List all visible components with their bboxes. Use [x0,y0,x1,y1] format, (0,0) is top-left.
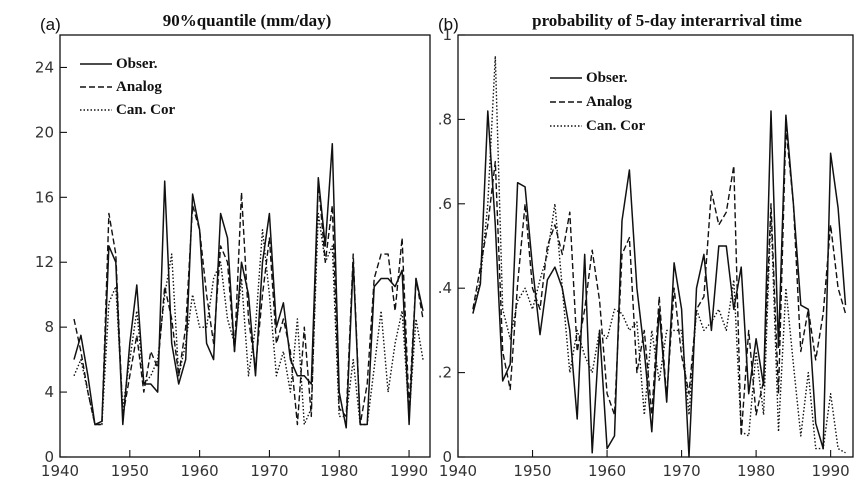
panel-b-ticks [457,34,832,458]
panel-b-x-tick-label: 1940 [439,462,477,480]
panel-b-x-tick-label: 1950 [513,462,551,480]
panel-a-y-tick-label: 16 [35,188,54,206]
panel-a: (a) 90%quantile (mm/day) 1940 1950 1960 197… [35,11,431,480]
panel-b-x-tick-label: 1960 [588,462,626,480]
panel-a-frame [59,34,431,458]
panel-a-legend-label: Obser. [116,56,158,72]
panel-b-series-can-cor-line [472,55,846,454]
panel-b-legend-label: Analog [586,94,632,110]
panel-a-x-tick-label: 1960 [181,462,219,480]
panel-a-series [73,142,424,429]
panel-b-label: (b) [438,15,459,34]
panel-b-y-tick-label: .2 [438,364,452,382]
panel-a-ticks [59,66,410,458]
panel-a-y-tick-labels: 0 4 8 12 16 20 24 [35,58,54,466]
panel-b-y-tick-label: .6 [438,195,452,213]
panel-b-y-tick-labels: 0 .2 .4 .6 .8 1 [438,26,452,466]
panel-a-legend-label: Can. Cor [116,102,176,118]
panel-b-legend: Obser. Analog Can. Cor [550,70,646,134]
panel-b-x-tick-label: 1970 [662,462,700,480]
panel-b-legend-label: Obser. [586,70,628,86]
panel-b-title: probability of 5-day interarrival time [532,11,802,30]
panel-a-y-tick-label: 20 [35,123,54,141]
panel-a-legend-label: Analog [116,79,162,95]
panel-a-y-tick-label: 8 [44,318,54,336]
panel-a-y-tick-label: 4 [44,383,54,401]
panel-a-x-tick-label: 1950 [111,462,149,480]
panel-a-legend: Obser. Analog Can. Cor [80,56,176,118]
panel-a-y-tick-label: 0 [44,448,54,466]
panel-b-y-tick-label: .4 [438,279,452,297]
panel-b-y-tick-label: .8 [438,110,452,128]
panel-a-x-tick-label: 1970 [250,462,288,480]
panel-a-x-tick-labels: 1940 1950 1960 1970 1980 1990 [41,462,428,480]
panel-b-y-tick-label: 0 [442,448,452,466]
panel-a-series-can-cor-line [73,212,424,426]
panel-a-x-tick-label: 1940 [41,462,79,480]
panel-b: (b) probability of 5-day interarrival ti… [438,11,854,480]
panel-a-y-tick-label: 12 [35,253,54,271]
panel-b-x-tick-labels: 1940 1950 1960 1970 1980 1990 [439,462,850,480]
panel-a-series-analog-line [73,180,424,426]
panel-b-frame [457,34,854,458]
panel-b-x-tick-label: 1980 [737,462,775,480]
panel-a-label: (a) [40,15,61,34]
panel-a-title: 90%quantile (mm/day) [163,11,332,30]
panel-b-series [472,55,847,458]
panel-b-y-tick-label: 1 [442,26,452,44]
panel-a-y-tick-label: 24 [35,58,54,76]
panel-b-x-tick-label: 1990 [812,462,850,480]
panel-b-legend-label: Can. Cor [586,118,646,134]
panel-a-x-tick-label: 1980 [320,462,358,480]
panel-a-x-tick-label: 1990 [390,462,428,480]
panel-b-series-analog-line [472,127,847,437]
